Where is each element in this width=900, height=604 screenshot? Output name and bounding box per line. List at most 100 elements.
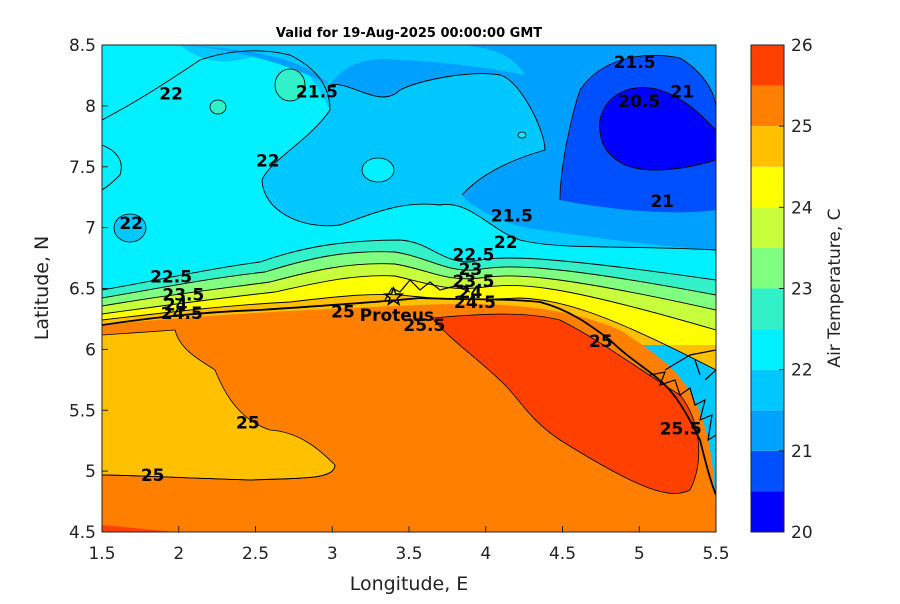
colorbar-tick-label: 23 [791,280,813,300]
colorbar-tick-label: 25 [791,117,813,137]
contour-line-22.5 [102,239,716,291]
colorbar-swatch [751,207,784,248]
temperature-band-21.5-22-north [180,45,525,85]
contour-label: 23 [459,260,483,280]
contour-label: 25.5 [403,316,445,336]
delta-creeks [649,359,716,442]
colorbar-tick-label: 22 [791,361,813,381]
contour-label: 23.5 [452,272,494,292]
x-tick-label: 1.5 [88,544,115,564]
x-tick-label: 3 [327,544,338,564]
contour-line-22-west [102,50,716,251]
colorbar-swatch [751,288,784,330]
colorbar-swatch [751,85,784,127]
colorbar-swatch [751,369,784,411]
warm-island-small [209,99,227,115]
temperature-band-25-25.5 [431,313,700,494]
colorbar-swatch [751,166,784,208]
y-tick-label: 8.5 [69,36,96,56]
x-tick-label: 5 [634,544,645,564]
temperature-band-25-25.5-southwest [102,525,175,532]
contour-line-23 [102,251,716,299]
contour-label: 25 [331,303,355,323]
colorbar-swatch [751,491,784,532]
contour-label: 23.5 [162,286,204,306]
x-axis-label: Longitude, E [350,573,469,595]
y-axis-ticks: 4.5 5 5.5 6 6.5 7 7.5 8 8.5 [69,36,108,543]
contour-label: 22 [256,152,280,172]
contour-label: 24 [164,295,188,315]
colorbar: 20 21 22 23 24 25 26 Air Temperature, C [750,36,845,543]
contour-label: 21 [650,192,674,212]
station-label: Proteus [360,306,434,326]
colorbar-swatch [751,329,784,370]
contour-label: 25 [589,332,613,352]
colorbar-swatch [751,410,784,451]
y-tick-label: 6.5 [69,280,96,300]
x-tick-label: 3.5 [395,544,422,564]
contour-label: 21 [670,82,694,102]
x-tick-label: 2 [173,544,184,564]
colorbar-swatch [751,45,784,86]
contour-label: 24.5 [454,293,496,313]
x-tick-label: 5.5 [702,544,729,564]
warm-island-tiny [517,131,527,139]
x-tick-label: 4 [480,544,491,564]
colorbar-tick-label: 26 [791,36,813,56]
contour-label: 22.5 [150,267,192,287]
colorbar-swatches [751,45,784,532]
station-marker: Proteus [360,285,434,326]
contour-lines [102,50,716,481]
colorbar-swatch [751,247,784,289]
contour-label: 24.5 [161,304,203,324]
warm-island-north [274,68,306,102]
coastline [102,297,716,496]
contour-label: 21.5 [296,82,338,102]
star-icon [383,285,405,307]
contour-label: 24 [459,283,483,303]
contour-line-21.5 [329,73,546,196]
warm-island-west [113,213,147,243]
contour-label: 22 [159,85,183,105]
contour-line-25 [102,464,336,481]
contour-label: 21.5 [614,53,656,73]
x-tick-label: 4.5 [549,544,576,564]
contour-label: 21.5 [491,206,533,226]
x-axis-ticks: 1.5 2 2.5 3 3.5 4 4.5 5 5.5 [88,526,730,564]
contour-line-24 [102,275,716,331]
y-tick-label: 5 [85,462,96,482]
colorbar-tick-label: 21 [791,442,813,462]
y-tick-label: 7.5 [69,158,96,178]
y-axis-label: Latitude, N [31,236,53,341]
contour-line-24.5 [102,293,716,371]
temperature-band-20-20.5 [599,87,716,170]
colorbar-tick-label: 24 [791,198,813,218]
y-tick-label: 5.5 [69,401,96,421]
contour-label: 22 [494,233,518,253]
chart-title: Valid for 19-Aug-2025 00:00:00 GMT [276,26,542,41]
contour-label: 22 [119,214,143,234]
contour-label: 20.5 [618,92,660,112]
contour-line-20.5 [599,87,716,171]
y-tick-label: 7 [85,219,96,239]
colorbar-label: Air Temperature, C [825,208,845,367]
y-tick-label: 8 [85,97,96,117]
colorbar-tick-label: 20 [791,523,813,543]
contour-line-23.5 [102,263,716,311]
colorbar-swatch [751,126,784,167]
y-tick-label: 4.5 [69,523,96,543]
temperature-band-22-22.5 [102,45,716,300]
warm-island-center [361,157,395,183]
contour-label: 25.5 [660,420,702,440]
contour-line-21 [559,54,716,201]
contour-line-22-north [102,144,122,191]
contour-label: 25 [236,413,260,433]
contour-label: 22.5 [452,245,494,265]
contour-label: 25 [141,466,165,486]
colorbar-swatch [751,450,784,492]
y-tick-label: 6 [85,340,96,360]
